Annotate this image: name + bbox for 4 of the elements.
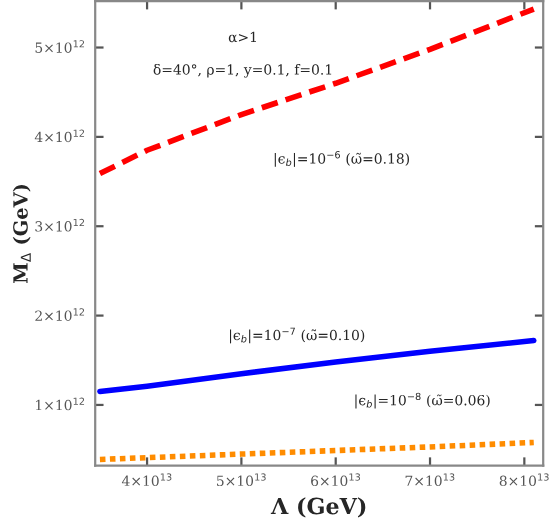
line-series (97, 439, 537, 463)
y-axis-title: M$_{Δ}$ (GeV) (12, 184, 31, 284)
line-series (97, 6, 537, 177)
x-axis-title: Λ (GeV) (270, 497, 366, 518)
